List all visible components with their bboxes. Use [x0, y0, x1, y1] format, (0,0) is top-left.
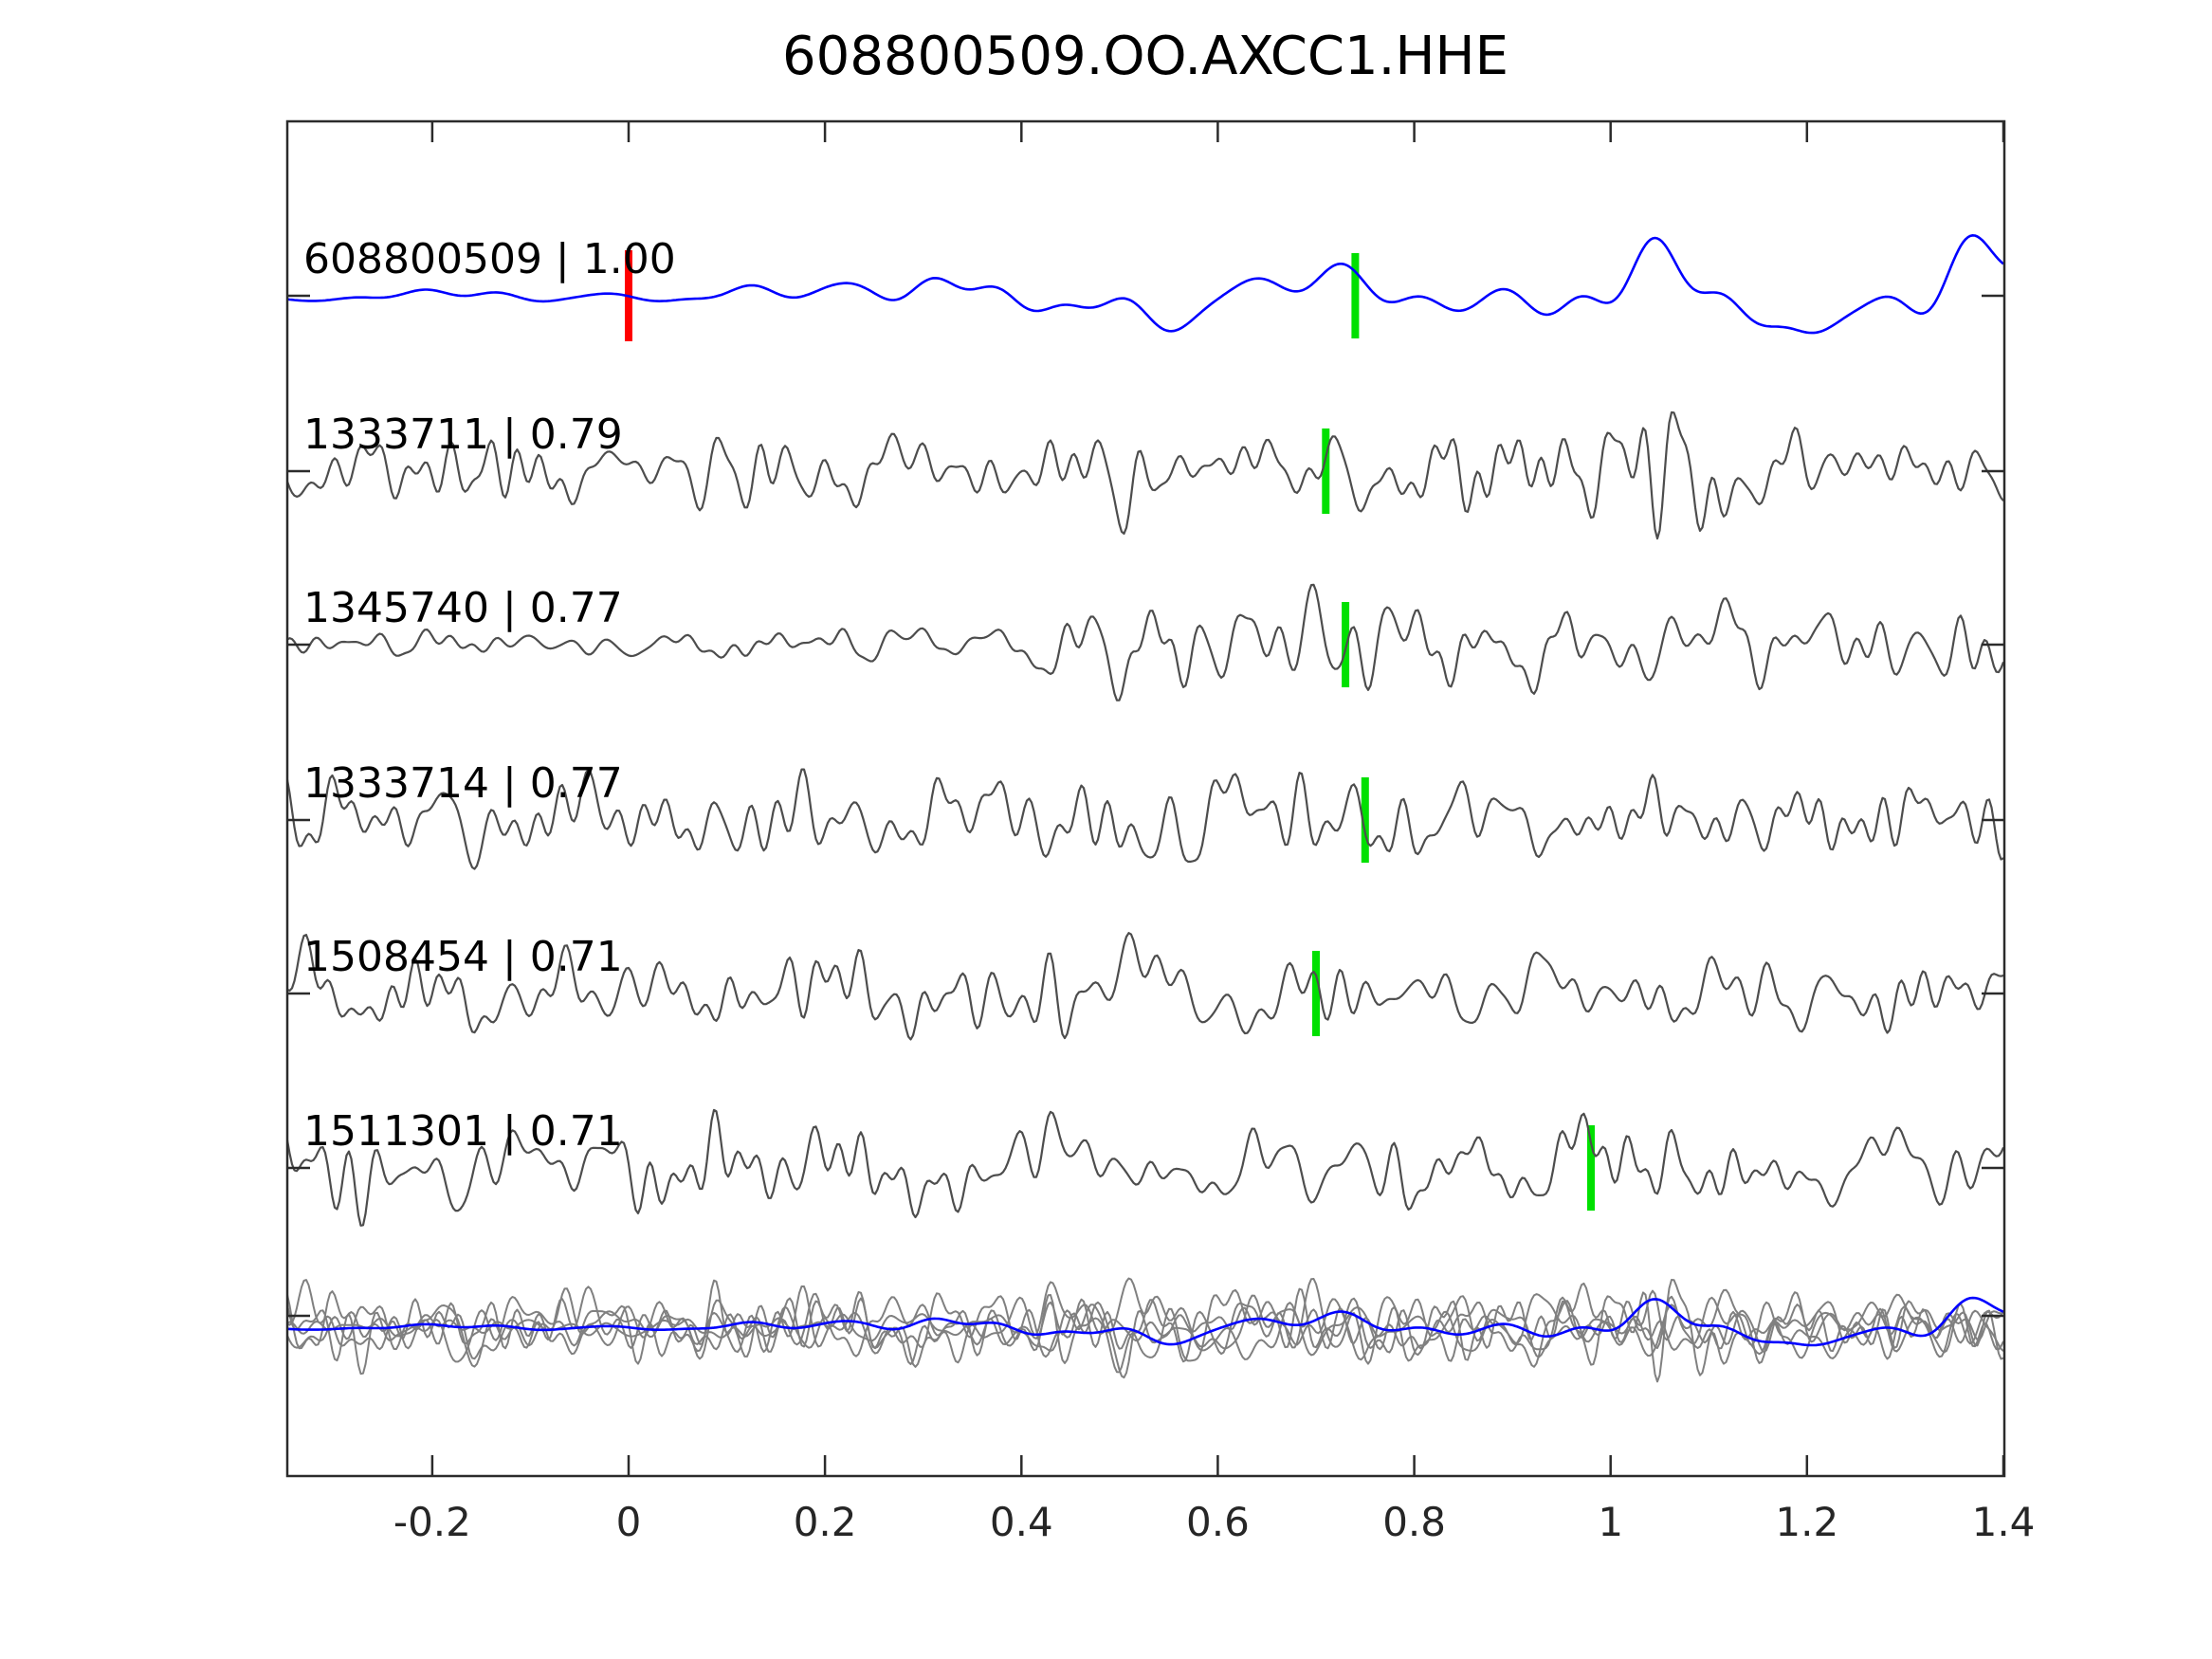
pick-markers-layer: [625, 250, 1595, 1211]
waveform-trace-1333711: [285, 410, 2004, 540]
pick-marker-1345740: [1342, 602, 1350, 687]
waveform-trace-608800509: [286, 234, 2004, 335]
trace-labels-layer: 608800509 | 1.00 1333711 | 0.79 1345740 | …: [303, 235, 676, 1156]
trace-label-1511301: 1511301 | 0.71: [303, 1107, 623, 1156]
x-tick-label: 0.2: [794, 1499, 857, 1545]
x-tick-label: 0: [616, 1499, 642, 1545]
x-tick-label: -0.2: [393, 1499, 471, 1545]
trace-label-1508454: 1508454 | 0.71: [303, 933, 623, 981]
x-tick-label: 0.8: [1382, 1499, 1446, 1545]
waveform-trace-1511301: [285, 1108, 2005, 1227]
x-tick-label: 1.2: [1775, 1499, 1838, 1545]
overlay-trace-1511301: [286, 1279, 2004, 1376]
overlay-trace-1508454: [286, 1277, 2004, 1365]
pick-marker-1508454: [1312, 951, 1320, 1036]
overlay-template-trace: [286, 1296, 2004, 1347]
x-tick-label: 1.4: [1972, 1499, 2036, 1545]
axis-layer: -0.2 0 0.2 0.4 0.6 0.8 1 1.2 1.4: [287, 121, 2035, 1545]
x-tick-label: 1: [1598, 1499, 1623, 1545]
pick-marker-1333714: [1361, 777, 1369, 863]
waveform-trace-1508454: [286, 932, 2004, 1041]
trace-label-1345740: 1345740 | 0.77: [303, 584, 623, 632]
plot-title: 608800509.OO.AXCC1.HHE: [782, 26, 1508, 87]
trace-label-1333714: 1333714 | 0.77: [303, 759, 623, 808]
pick-marker-1333711: [1322, 428, 1330, 514]
trace-label-1333711: 1333711 | 0.79: [303, 410, 623, 459]
trace-label-608800509: 608800509 | 1.00: [303, 235, 676, 283]
waveform-trace-1333714: [285, 768, 2004, 870]
axis-frame: [285, 119, 2006, 1478]
traces-layer: [285, 234, 2005, 1383]
pick-marker-608800509: [1351, 253, 1360, 338]
x-tick-label: 0.4: [990, 1499, 1053, 1545]
x-tick-label: 0.6: [1186, 1499, 1250, 1545]
waveform-trace-1345740: [286, 583, 2005, 702]
pick-marker-1511301: [1587, 1125, 1595, 1211]
